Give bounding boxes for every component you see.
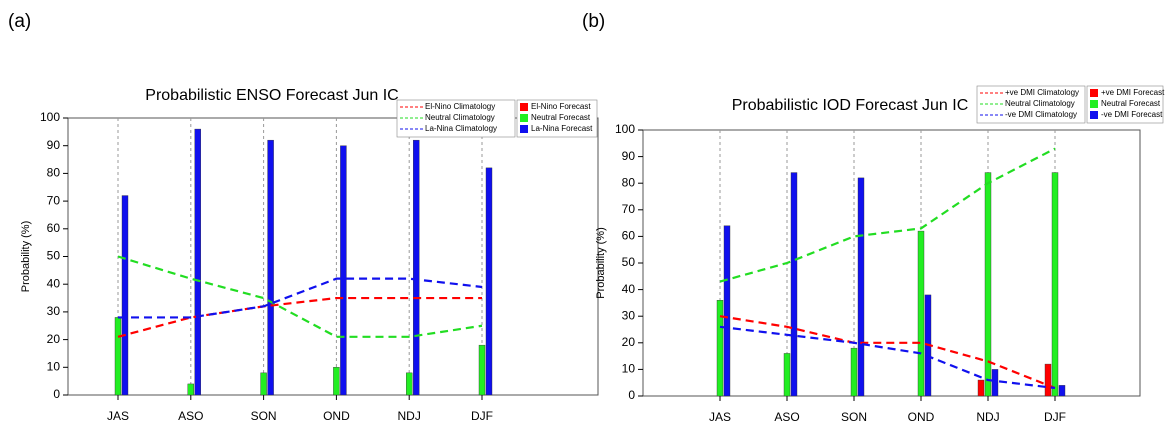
legend-label: +ve DMI Climatology	[1005, 88, 1079, 97]
legend-swatch	[1090, 89, 1098, 97]
bar	[783, 353, 791, 397]
plot-frame	[67, 117, 599, 396]
climatology-line	[117, 255, 483, 338]
x-tick-label: JAS	[107, 409, 129, 423]
bar	[485, 167, 493, 396]
y-tick-label: 50	[47, 249, 61, 263]
y-tick-label: 0	[53, 387, 60, 401]
legend-label: El-Nino Climatology	[425, 102, 495, 111]
y-axis-label: Probability (%)	[20, 221, 32, 293]
bar	[1051, 172, 1059, 397]
climatology-line	[719, 325, 1056, 390]
legend-swatch	[520, 125, 528, 133]
y-tick-label: 40	[622, 282, 636, 296]
bar	[850, 347, 858, 397]
bar	[977, 379, 985, 397]
bar	[413, 139, 420, 396]
y-tick-label: 0	[628, 388, 635, 402]
bar	[121, 195, 129, 396]
bar	[1044, 363, 1052, 397]
legend-label: Neutral Climatology	[425, 113, 495, 122]
legend-label: El-Nino Forecast	[531, 102, 591, 111]
legend-label: Neutral Forecast	[531, 113, 591, 122]
bar	[260, 372, 267, 396]
y-tick-label: 60	[622, 229, 636, 243]
y-tick-label: 10	[622, 362, 636, 376]
x-tick-label: OND	[323, 409, 350, 423]
bar	[723, 225, 731, 397]
legend-label: Neutral Climatology	[1005, 99, 1075, 108]
x-tick-label: SON	[841, 410, 867, 424]
bar	[857, 177, 865, 397]
panel-label: (b)	[582, 11, 605, 32]
chart-title: Probabilistic ENSO Forecast Jun IC	[145, 87, 398, 104]
y-tick-label: 30	[47, 304, 61, 318]
panel-label: (a)	[8, 11, 31, 32]
y-tick-label: 100	[615, 122, 635, 136]
x-tick-label: DJF	[471, 409, 493, 423]
x-tick-label: DJF	[1044, 410, 1066, 424]
bar	[114, 317, 122, 396]
y-tick-label: 100	[40, 110, 60, 124]
y-tick-label: 80	[622, 175, 636, 189]
legend-label: -ve DMI Forecast	[1101, 110, 1163, 119]
legend-box	[1086, 85, 1164, 124]
legend-swatch	[520, 114, 528, 122]
y-tick-label: 10	[47, 359, 61, 373]
bar	[187, 383, 195, 396]
bar	[1058, 385, 1066, 397]
x-tick-label: ASO	[178, 409, 203, 423]
bar	[917, 230, 925, 397]
y-tick-label: 60	[47, 221, 61, 235]
bar	[333, 367, 340, 396]
y-tick-label: 20	[47, 332, 61, 346]
bar	[340, 145, 347, 396]
x-tick-label: JAS	[709, 410, 731, 424]
y-tick-label: 70	[47, 193, 61, 207]
y-tick-label: 70	[622, 202, 636, 216]
bar	[790, 172, 798, 397]
legend-label: Neutral Forecast	[1101, 99, 1161, 108]
legend-swatch	[1090, 100, 1098, 108]
climatology-line	[117, 296, 482, 338]
bar	[406, 372, 413, 396]
legend-label: +ve DMI Forecast	[1101, 88, 1165, 97]
climatology-line	[719, 147, 1056, 283]
bar	[991, 369, 999, 397]
y-tick-label: 90	[47, 138, 61, 152]
legend-swatch	[520, 103, 528, 111]
bar	[194, 128, 202, 396]
legend-label: La-Nina Forecast	[531, 124, 593, 133]
bar	[478, 344, 486, 396]
y-tick-label: 50	[622, 255, 636, 269]
legend-swatch	[1090, 111, 1098, 119]
x-tick-label: NDJ	[976, 410, 999, 424]
bar	[267, 139, 274, 396]
climatology-line	[719, 315, 1056, 390]
x-tick-label: ASO	[774, 410, 799, 424]
x-tick-label: SON	[251, 409, 277, 423]
legend-box	[516, 99, 598, 138]
legend-label: La-Nina Climatology	[425, 124, 497, 133]
y-tick-label: 30	[622, 308, 636, 322]
y-tick-label: 20	[622, 335, 636, 349]
y-tick-label: 40	[47, 276, 61, 290]
y-tick-label: 80	[47, 166, 61, 180]
climatology-line	[118, 277, 483, 319]
legend-label: -ve DMI Climatology	[1005, 110, 1077, 119]
y-axis-label: Probability (%)	[595, 227, 607, 299]
chart-title: Probabilistic IOD Forecast Jun IC	[732, 97, 969, 114]
bar	[984, 172, 992, 397]
bar	[716, 300, 724, 397]
x-tick-label: NDJ	[398, 409, 421, 423]
y-tick-label: 90	[622, 149, 636, 163]
x-tick-label: OND	[908, 410, 935, 424]
